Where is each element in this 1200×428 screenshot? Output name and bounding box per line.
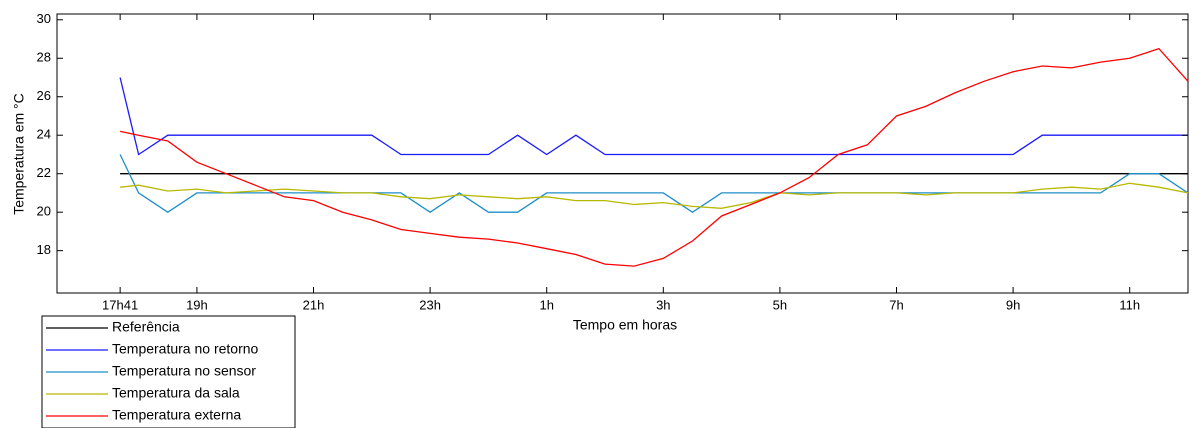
x-tick-label: 23h [419,297,441,312]
x-tick-label: 5h [773,297,787,312]
series-line [119,47,1189,267]
y-tick-label: 24 [37,127,51,142]
x-tick-label: 19h [186,297,208,312]
y-tick-label: 18 [37,242,51,257]
y-tick-label: 26 [37,88,51,103]
x-tick-label: 7h [889,297,903,312]
x-tick-label: 21h [303,297,325,312]
y-tick-label: 28 [37,50,51,65]
x-tick-label: 3h [656,297,670,312]
y-tick-label: 30 [37,11,51,26]
legend-label: Referência [112,319,180,335]
plot-area [56,13,1189,294]
series-line [119,77,1188,156]
series-line [120,182,1189,209]
x-tick-label: 17h41 [102,297,138,312]
legend-label: Temperatura externa [112,407,241,423]
y-tick-label: 22 [37,165,51,180]
y-axis-label: Temperatura em °C [11,93,27,215]
x-axis-label: Tempo em horas [573,317,677,333]
y-tick-label: 20 [37,204,51,219]
legend-label: Temperatura no sensor [112,363,256,379]
x-tick-label: 11h [1119,297,1140,312]
x-tick-label: 9h [1006,297,1020,312]
plot-marks [119,47,1189,267]
legend-label: Temperatura da sala [112,385,240,401]
x-tick-label: 1h [539,297,553,312]
legend-label: Temperatura no retorno [112,341,259,357]
